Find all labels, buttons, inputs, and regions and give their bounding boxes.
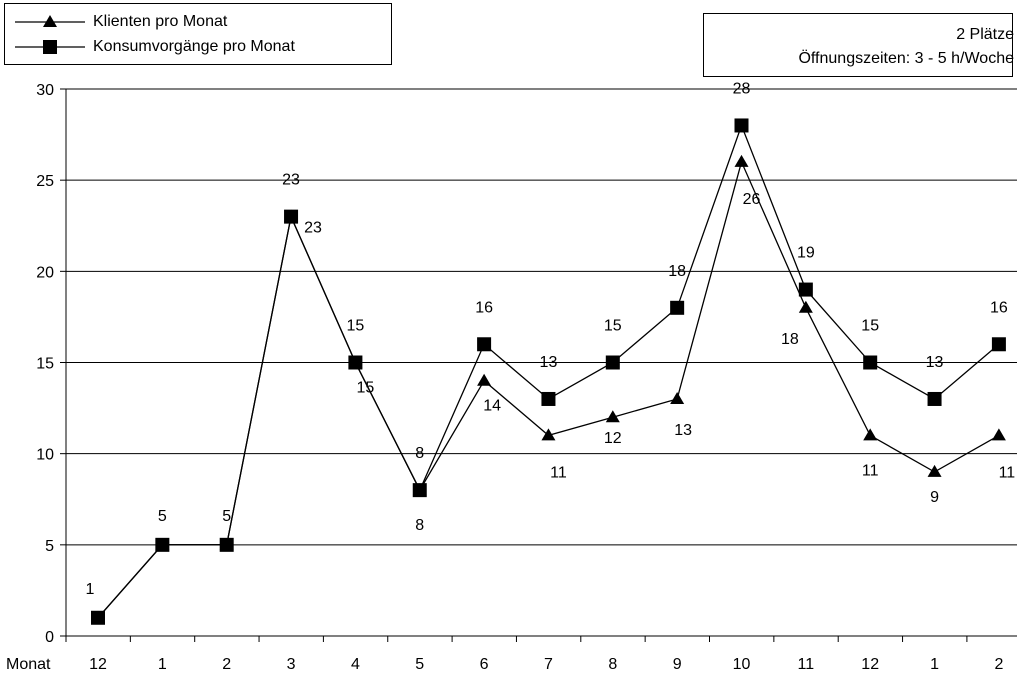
x-tick-label: 11 — [798, 656, 815, 673]
data-label-konsum: 15 — [347, 318, 365, 335]
legend-entry-klienten: Klienten pro Monat — [5, 10, 391, 34]
square-marker — [991, 337, 1006, 352]
data-label-konsum: 13 — [540, 354, 558, 371]
data-label-konsum: 15 — [604, 318, 622, 335]
triangle-marker — [863, 428, 878, 441]
square-marker — [412, 483, 427, 498]
x-tick-label: 1 — [930, 656, 939, 673]
square-marker — [927, 391, 942, 406]
triangle-marker — [670, 391, 685, 404]
triangle-marker — [477, 373, 492, 386]
triangle-marker — [541, 428, 556, 441]
x-tick-label: 2 — [994, 656, 1003, 673]
x-tick-label: 8 — [608, 656, 617, 673]
x-tick-label: 3 — [287, 656, 296, 673]
triangle-marker — [605, 410, 620, 423]
x-tick-label: 7 — [544, 656, 553, 673]
square-marker — [91, 610, 105, 625]
square-marker — [219, 537, 234, 552]
data-label-konsum: 5 — [222, 508, 231, 525]
data-label-konsum: 28 — [733, 80, 751, 97]
triangle-marker — [734, 154, 749, 167]
gridlines — [66, 88, 1017, 546]
data-label-klienten: 11 — [862, 462, 879, 479]
square-marker — [863, 355, 878, 370]
x-tick-label: 10 — [733, 656, 751, 673]
y-tick-label: 25 — [36, 173, 54, 190]
data-label-klienten: 12 — [604, 430, 622, 447]
x-tick-label: 12 — [861, 656, 879, 673]
data-label-konsum: 23 — [282, 172, 300, 189]
square-marker — [605, 355, 620, 370]
y-tick-label: 20 — [36, 264, 54, 281]
data-label-klienten: 23 — [304, 220, 322, 237]
data-label-klienten: 8 — [415, 517, 424, 534]
square-marker — [284, 209, 299, 224]
triangle-marker-icon — [15, 15, 85, 27]
data-label-konsum: 16 — [990, 299, 1008, 316]
legend-label-konsum: Konsumvorgänge pro Monat — [93, 38, 295, 55]
x-tick-label: 12 — [89, 656, 107, 673]
series-markers — [91, 118, 1006, 625]
square-marker — [670, 300, 685, 315]
info-opening-hours: Öffnungszeiten: 3 - 5 h/Woche — [798, 50, 1014, 67]
x-tick-label: 2 — [222, 656, 231, 673]
square-marker — [798, 282, 813, 297]
square-marker — [348, 355, 363, 370]
data-label-konsum: 5 — [158, 508, 167, 525]
x-tick-label: 5 — [415, 656, 424, 673]
x-tick-label: 6 — [480, 656, 489, 673]
x-tick-label: 4 — [351, 656, 360, 673]
x-tick-label: 9 — [673, 656, 682, 673]
legend-entry-konsum: Konsumvorgänge pro Monat — [5, 35, 391, 59]
data-label-konsum: 15 — [861, 318, 879, 335]
y-tick-label: 0 — [45, 629, 54, 646]
y-tick-label: 30 — [36, 82, 54, 99]
square-marker — [734, 118, 749, 133]
square-marker — [477, 337, 492, 352]
info-box: 2 Plätze Öffnungszeiten: 3 - 5 h/Woche — [703, 13, 1014, 77]
data-label-klienten: 18 — [781, 331, 799, 348]
triangle-marker — [927, 464, 942, 477]
data-label-konsum: 13 — [926, 354, 944, 371]
data-label-konsum: 19 — [797, 245, 815, 262]
x-tick-label: 1 — [158, 656, 167, 673]
legend: Klienten pro Monat Konsumvorgänge pro Mo… — [4, 3, 392, 65]
data-label-klienten: 15 — [357, 380, 375, 397]
data-label-konsum: 1 — [86, 581, 95, 598]
y-tick-label: 5 — [45, 538, 54, 555]
x-axis-title: Monat — [6, 656, 51, 673]
info-places: 2 Plätze — [956, 26, 1014, 43]
triangle-marker — [798, 300, 813, 313]
data-label-klienten: 14 — [483, 398, 501, 415]
data-label-klienten: 11 — [550, 464, 567, 481]
y-tick-label: 10 — [36, 447, 54, 464]
data-label-klienten: 11 — [999, 464, 1016, 481]
y-tick-label: 15 — [36, 356, 54, 373]
legend-label-klienten: Klienten pro Monat — [93, 13, 228, 30]
data-label-konsum: 8 — [415, 445, 424, 462]
data-label-konsum: 16 — [475, 299, 493, 316]
square-marker — [541, 391, 556, 406]
square-marker-icon — [15, 40, 85, 54]
data-label-klienten: 9 — [930, 489, 939, 506]
data-label-klienten: 26 — [743, 191, 761, 208]
triangle-marker — [991, 428, 1006, 441]
square-marker — [155, 537, 170, 552]
data-label-konsum: 18 — [668, 263, 686, 280]
data-label-klienten: 13 — [674, 422, 692, 439]
